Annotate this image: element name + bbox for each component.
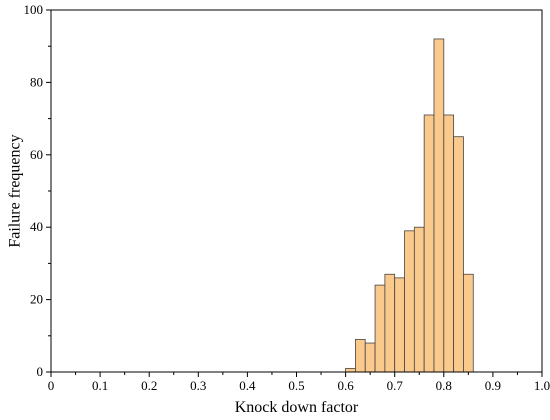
x-tick-label: 0.6	[337, 378, 354, 393]
x-tick-label: 0.8	[436, 378, 452, 393]
histogram-bar-9	[433, 38, 445, 373]
x-tick-label: 0.4	[239, 378, 256, 393]
x-tick-label: 0.9	[485, 378, 501, 393]
x-tick-label: 0.3	[190, 378, 206, 393]
x-tick-label: 0.7	[387, 378, 404, 393]
y-tick-label: 20	[30, 292, 43, 307]
x-tick-label: 1.0	[534, 378, 550, 393]
y-tick-label: 0	[37, 364, 44, 379]
histogram-bar-8	[423, 114, 435, 373]
x-tick-label: 0	[48, 378, 55, 393]
histogram-bar-6	[404, 230, 415, 373]
x-axis-title: Knock down factor	[235, 399, 359, 416]
histogram-bar-11	[453, 136, 464, 373]
y-tick-label: 80	[30, 74, 43, 89]
y-tick-label: 60	[30, 147, 43, 162]
histogram-bar-5	[394, 277, 405, 373]
x-tick-label: 0.5	[288, 378, 304, 393]
histogram-bar-0	[345, 367, 356, 373]
y-tick-label: 100	[24, 2, 44, 17]
y-axis-title: Failure frequency	[7, 134, 24, 247]
histogram-bar-7	[413, 226, 425, 373]
histogram-bar-1	[355, 339, 366, 373]
x-tick-label: 0.1	[92, 378, 108, 393]
bars-layer	[345, 38, 474, 373]
histogram-bar-3	[374, 284, 386, 373]
y-tick-label: 40	[30, 219, 43, 234]
histogram-bar-4	[384, 273, 396, 373]
histogram-bar-12	[463, 273, 474, 373]
histogram-bar-2	[364, 342, 376, 373]
x-axis: 0 0.1 0.2 0.3 0.4 0.5 0.6 0.7 0.8 0.9 1.0	[48, 372, 550, 393]
y-axis: 0 20 40 60 80 100	[24, 2, 51, 379]
histogram-bar-10	[443, 114, 455, 373]
x-tick-label: 0.2	[141, 378, 157, 393]
